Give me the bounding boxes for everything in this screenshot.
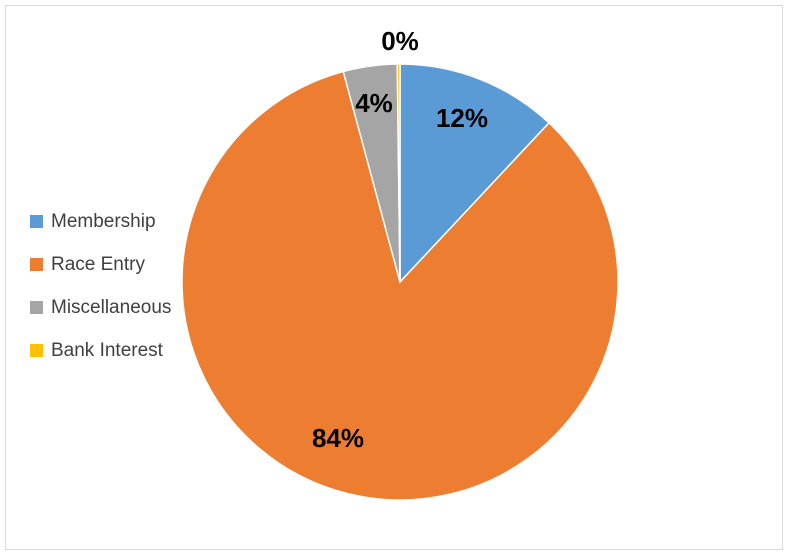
legend-item-membership: Membership — [30, 200, 171, 243]
legend-item-miscellaneous: Miscellaneous — [30, 286, 171, 329]
legend-label-race-entry: Race Entry — [51, 253, 145, 275]
legend-label-bank-interest: Bank Interest — [51, 339, 163, 361]
data-label-membership: 12% — [436, 103, 488, 133]
legend-swatch-bank-interest — [30, 344, 43, 357]
legend-item-bank-interest: Bank Interest — [30, 329, 171, 372]
legend-label-miscellaneous: Miscellaneous — [51, 296, 172, 318]
legend-label-membership: Membership — [51, 210, 156, 232]
data-label-race-entry: 84% — [312, 423, 364, 453]
legend-swatch-race-entry — [30, 258, 43, 271]
legend-item-race-entry: Race Entry — [30, 243, 171, 286]
pie-slice-race-entry — [181, 70, 619, 501]
pie-slice-membership — [399, 63, 551, 284]
data-label-bank-interest: 0% — [381, 26, 419, 56]
pie-slices — [181, 63, 619, 501]
pie-slice-bank-interest — [396, 63, 401, 283]
legend-swatch-membership — [30, 215, 43, 228]
legend-swatch-miscellaneous — [30, 301, 43, 314]
data-label-miscellaneous: 4% — [355, 88, 393, 118]
legend: Membership Race Entry Miscellaneous Bank… — [30, 200, 171, 372]
data-labels: 12% 84% 4% 0% — [312, 26, 488, 453]
